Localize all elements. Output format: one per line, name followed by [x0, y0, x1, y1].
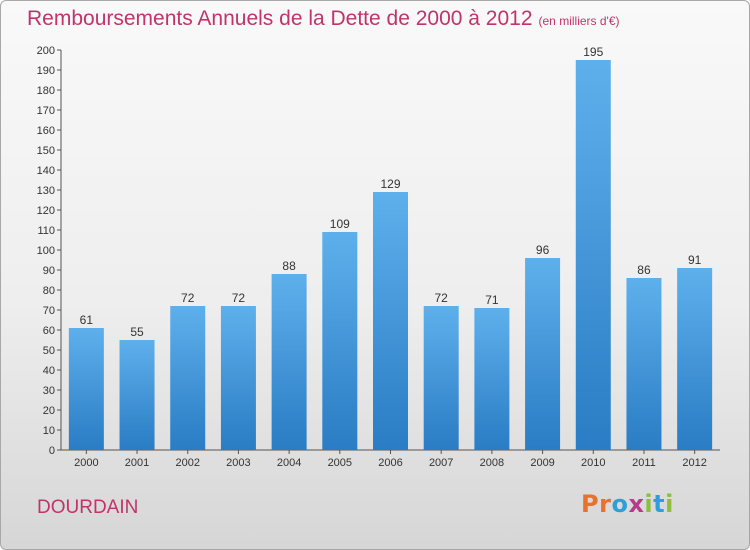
y-tick-label: 170 [37, 105, 55, 117]
data-label: 72 [435, 291, 449, 305]
y-tick-label: 50 [43, 345, 55, 357]
bar [474, 308, 510, 450]
y-tick-label: 20 [43, 405, 55, 417]
y-tick-label: 150 [37, 145, 55, 157]
bar [677, 268, 713, 450]
data-label: 96 [536, 243, 550, 257]
logo-letter: P [581, 490, 600, 518]
logo-letter: x [628, 490, 645, 518]
y-tick-label: 40 [43, 365, 55, 377]
y-tick-label: 160 [37, 125, 55, 137]
y-tick-label: 80 [43, 285, 55, 297]
x-tick-label: 2010 [581, 457, 605, 469]
data-label: 71 [485, 293, 499, 307]
x-tick-label: 2000 [74, 457, 98, 469]
bar [119, 340, 155, 450]
logo-letter: i [644, 490, 654, 518]
data-label: 55 [130, 325, 144, 339]
title-unit: (en milliers d'€) [538, 14, 620, 28]
logo-letter: o [611, 490, 629, 518]
data-label: 61 [80, 313, 94, 327]
commune-name: DOURDAIN [37, 497, 139, 518]
data-label: 72 [232, 291, 246, 305]
data-label: 129 [380, 177, 400, 191]
bar [271, 274, 307, 450]
data-label: 72 [181, 291, 195, 305]
x-tick-label: 2005 [328, 457, 352, 469]
y-tick-label: 100 [37, 245, 55, 257]
y-tick-label: 30 [43, 385, 55, 397]
y-tick-label: 90 [43, 265, 55, 277]
data-label: 86 [637, 263, 651, 277]
proxiti-logo: Proxiti [581, 490, 674, 518]
bar [220, 306, 256, 450]
x-tick-label: 2007 [429, 457, 453, 469]
x-tick-label: 2012 [682, 457, 706, 469]
y-tick-label: 70 [43, 305, 55, 317]
data-label: 109 [330, 217, 350, 231]
bar [525, 258, 561, 450]
bar [373, 192, 408, 450]
x-tick-label: 2006 [378, 457, 402, 469]
data-label: 91 [688, 253, 702, 267]
bars [68, 60, 713, 450]
x-tick-label: 2003 [226, 457, 250, 469]
data-label: 88 [282, 259, 296, 273]
logo-letter: r [599, 490, 612, 518]
y-tick-label: 180 [37, 85, 55, 97]
x-tick-label: 2002 [175, 457, 199, 469]
y-tick-label: 190 [37, 65, 55, 77]
bar [423, 306, 459, 450]
y-tick-label: 130 [37, 185, 55, 197]
y-tick-label: 0 [49, 445, 55, 457]
y-tick-label: 140 [37, 165, 55, 177]
bar [626, 278, 662, 450]
x-tick-label: 2004 [277, 457, 301, 469]
logo-letter: i [665, 490, 674, 518]
y-tick-label: 120 [37, 205, 55, 217]
y-tick-label: 110 [37, 225, 55, 237]
bar [575, 60, 611, 450]
title-text: Remboursements Annuels de la Dette de 20… [27, 7, 533, 30]
data-labels: 61 55 72 72 88 109 129 72 71 96 195 86 91 [80, 45, 702, 339]
x-tick-label: 2009 [530, 457, 554, 469]
bar [170, 306, 206, 450]
bar [322, 232, 358, 450]
y-tick-label: 200 [37, 45, 55, 57]
chart-title: Remboursements Annuels de la Dette de 20… [27, 7, 620, 31]
x-tick-label: 2011 [632, 457, 656, 469]
y-tick-label: 10 [43, 425, 55, 437]
x-tick-label: 2008 [480, 457, 504, 469]
bar [68, 328, 104, 450]
logo-letter: t [653, 490, 666, 518]
x-tick-label: 2001 [125, 457, 149, 469]
data-label: 195 [583, 45, 603, 59]
y-tick-label: 60 [43, 325, 55, 337]
